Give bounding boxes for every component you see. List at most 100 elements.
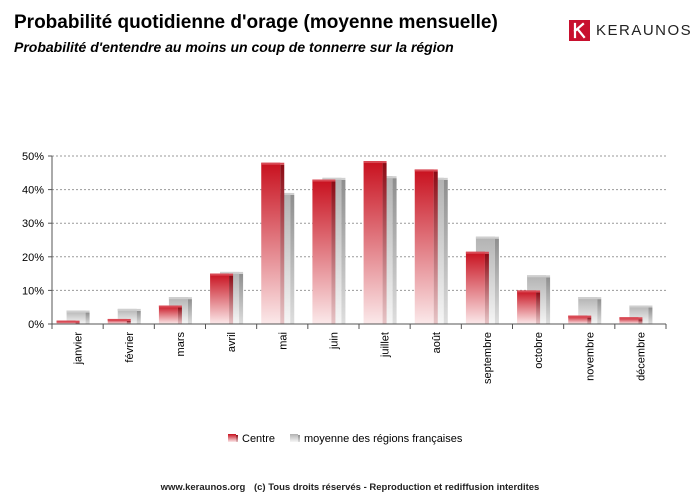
keraunos-logo: KERAUNOS xyxy=(569,20,692,41)
bar-face xyxy=(210,273,230,324)
legend-swatch xyxy=(290,434,298,442)
bar-side xyxy=(638,319,643,324)
bar-top xyxy=(475,236,499,239)
x-tick-label: février xyxy=(124,332,136,363)
bar-face xyxy=(414,169,434,324)
bar-top xyxy=(158,305,182,308)
bar-top xyxy=(261,162,285,165)
bar-centre xyxy=(56,320,80,324)
bar-side xyxy=(177,307,182,324)
legend-label: Centre xyxy=(242,433,275,445)
bar-face xyxy=(261,162,281,324)
bar-side xyxy=(126,320,131,324)
bar-side xyxy=(443,179,448,324)
bar-side xyxy=(433,171,438,324)
bar-top xyxy=(66,310,90,313)
bar-top xyxy=(168,297,192,300)
bar-top xyxy=(363,161,387,164)
bar-face xyxy=(568,315,588,324)
x-tick-label: janvier xyxy=(73,332,85,366)
gridlines xyxy=(52,155,666,291)
bar-side xyxy=(484,253,489,324)
bar-centre xyxy=(158,305,182,324)
bar-top xyxy=(210,273,234,276)
bar-side xyxy=(392,178,397,324)
x-tick-label: novembre xyxy=(584,332,596,381)
bar-face xyxy=(107,318,127,324)
bar-centre xyxy=(363,161,387,324)
bar-face xyxy=(517,290,537,324)
bar-face xyxy=(158,305,178,324)
bar-face xyxy=(619,317,639,324)
y-tick-label: 20% xyxy=(22,252,44,264)
bar-centre xyxy=(465,251,489,324)
footer: www.keraunos.org (c) Tous droits réservé… xyxy=(0,482,700,493)
x-tick-label: avril xyxy=(226,332,238,352)
bar-side xyxy=(85,312,90,324)
bars xyxy=(56,161,653,324)
bar-face xyxy=(312,179,332,324)
legend-item-centre: Centre xyxy=(228,433,275,445)
x-tick-label: septembre xyxy=(482,332,494,384)
legend-swatch-side xyxy=(298,435,300,442)
legend-swatch xyxy=(228,434,236,442)
bar-side xyxy=(136,310,141,324)
bar-side xyxy=(546,277,551,324)
bar-face xyxy=(363,161,383,324)
bar-side xyxy=(290,194,295,324)
bar-top xyxy=(312,179,336,182)
bar-top xyxy=(578,297,602,300)
bar-side xyxy=(494,238,499,324)
legend-swatch-side xyxy=(236,435,238,442)
bar-side xyxy=(341,179,346,324)
bar-face xyxy=(465,251,485,324)
bar-centre xyxy=(210,273,234,324)
bar-top xyxy=(414,169,438,172)
y-axis: 0% 10% 20% 30% 40% 50% xyxy=(22,151,53,331)
bar-top xyxy=(527,275,551,278)
bar-centre xyxy=(619,317,643,324)
bar-side xyxy=(536,292,541,324)
x-tick-label: août xyxy=(431,332,443,353)
bar-top xyxy=(117,308,141,311)
bar-side xyxy=(280,164,285,324)
bar-top xyxy=(56,320,80,323)
bar-centre xyxy=(568,315,592,324)
keraunos-logo-icon xyxy=(569,20,590,41)
x-tick-label: mars xyxy=(175,332,187,357)
legend-item-moyenne: moyenne des régions françaises xyxy=(290,433,463,445)
x-axis: janvier février mars avril mai juin juillet aoû… xyxy=(51,323,667,384)
bar-top xyxy=(465,251,489,254)
bar-top xyxy=(517,290,541,293)
chart-title: Probabilité quotidienne d'orage (moyenne… xyxy=(14,12,498,33)
bar-side xyxy=(229,275,234,324)
x-tick-label: octobre xyxy=(533,332,545,369)
x-tick-label: juillet xyxy=(380,332,392,358)
footer-site: www.keraunos.org xyxy=(160,482,246,493)
chart-svg: 0% 10% 20% 30% 40% 50% janvier février mars avri… xyxy=(22,151,667,445)
bar-side xyxy=(187,299,192,324)
y-tick-label: 50% xyxy=(22,151,44,163)
y-tick-label: 30% xyxy=(22,218,44,230)
bar-centre xyxy=(312,179,336,324)
bar-top xyxy=(220,271,244,274)
bar-side xyxy=(648,307,653,324)
x-tick-label: juin xyxy=(328,332,340,350)
legend: Centre moyenne des régions françaises xyxy=(228,433,463,445)
bar-centre xyxy=(261,162,285,324)
bar-top xyxy=(629,305,653,308)
bar-centre xyxy=(414,169,438,324)
bar-side xyxy=(239,273,244,324)
y-tick-label: 0% xyxy=(28,319,44,331)
bar-top xyxy=(322,177,346,180)
y-tick-label: 10% xyxy=(22,285,44,297)
logo-text: KERAUNOS xyxy=(596,22,693,39)
footer-rights: (c) Tous droits réservés - Reproduction … xyxy=(253,482,540,493)
bar-top xyxy=(619,317,643,320)
x-tick-label: mai xyxy=(277,332,289,350)
bar-centre xyxy=(107,318,131,324)
bar-side xyxy=(75,322,80,324)
bar-side xyxy=(382,163,387,324)
legend-label: moyenne des régions françaises xyxy=(304,433,463,445)
bar-side xyxy=(331,181,336,324)
